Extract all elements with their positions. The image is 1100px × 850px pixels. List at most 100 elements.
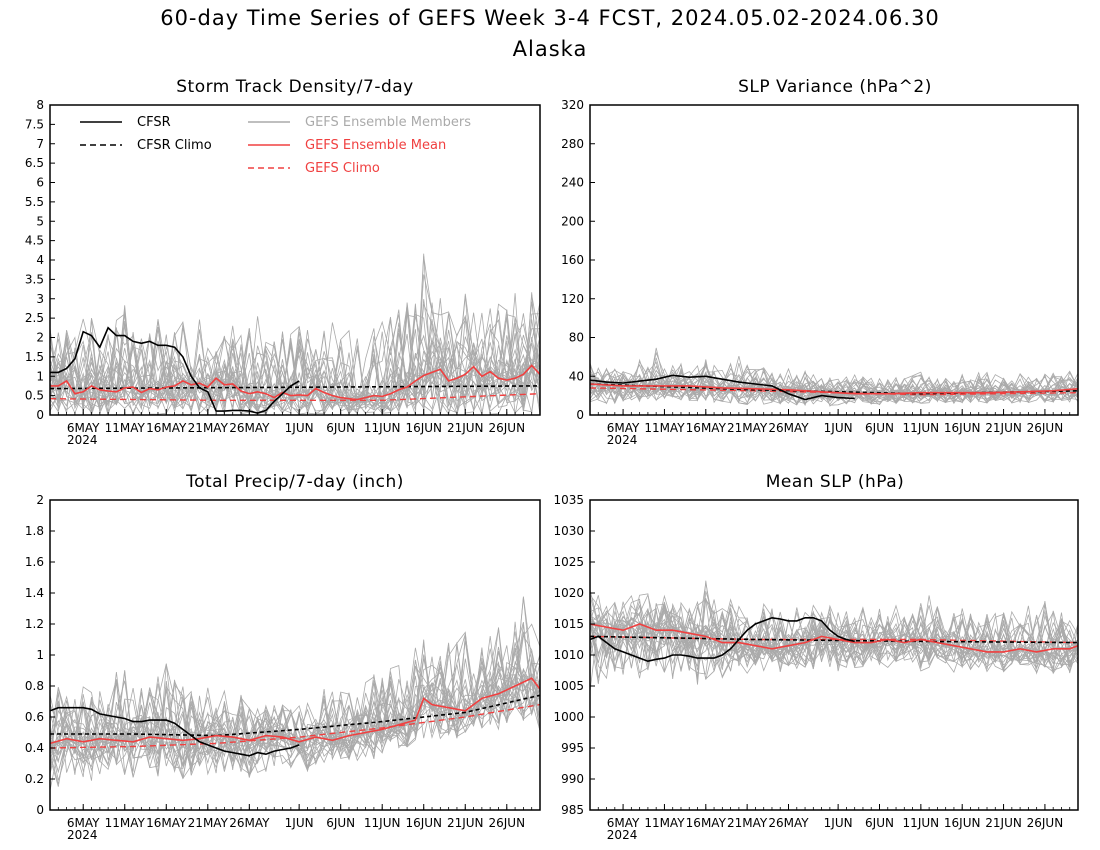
- x-tick-label: 6MAY: [607, 816, 640, 830]
- y-tick-label: 6: [36, 176, 44, 190]
- x-tick-label: 26MAY: [768, 816, 809, 830]
- y-tick-label: 320: [561, 98, 584, 112]
- legend: CFSR CFSR Climo GEFS Ensemble Members GEFS …: [80, 115, 471, 176]
- y-tick-label: 0: [576, 408, 584, 422]
- y-tick-label: 1020: [553, 586, 584, 600]
- x-tick-label: 21JUN: [447, 816, 484, 830]
- y-tick-label: 1: [36, 369, 44, 383]
- y-tick-label: 0: [36, 803, 44, 817]
- plot-area: [50, 596, 540, 791]
- x-tick-label: 1JUN: [285, 816, 314, 830]
- x-tick-label: 21MAY: [727, 816, 768, 830]
- y-tick-label: 0.8: [25, 679, 44, 693]
- panel-3: Total Precip/7-day (inch)00.20.40.60.811…: [25, 472, 541, 842]
- cfsr-line: [590, 374, 855, 401]
- x-tick-label: 1JUN: [824, 816, 853, 830]
- panel-4: Mean SLP (hPa) 985 990 995 1000 1005 1010 1015 1…: [553, 472, 1079, 842]
- gefs-climo-line: [590, 635, 1078, 644]
- ensemble-member-line: [50, 647, 540, 780]
- ensemble-member-line: [590, 595, 1078, 673]
- y-tick-label: 5: [36, 214, 44, 228]
- ensemble-member-line: [590, 347, 1078, 404]
- y-tick-label: 200: [561, 214, 584, 228]
- ensemble-member-line: [50, 293, 540, 415]
- y-tick-label: 1.4: [25, 586, 44, 600]
- y-tick-label: 7.5: [25, 117, 44, 131]
- gefs-climo-line: [50, 703, 540, 749]
- y-tick-label: 40: [569, 369, 584, 383]
- plot-area: [590, 347, 1078, 407]
- x-tick-label: 21JUN: [985, 421, 1022, 435]
- ensemble-member-line: [50, 659, 540, 770]
- x-tick-label: 11JUN: [903, 816, 940, 830]
- y-tick-label: 1015: [553, 617, 584, 631]
- panel-2: SLP Variance (hPa^2) 0 40 80 120 160 200 240 280…: [561, 77, 1079, 447]
- page-title: 60-day Time Series of GEFS Week 3-4 FCST…: [160, 6, 940, 30]
- ensemble-member-line: [50, 642, 540, 785]
- y-tick-label: 8: [36, 98, 44, 112]
- x-year-label: 2024: [67, 433, 98, 447]
- ensemble-member-line: [50, 655, 540, 787]
- y-tick-label: 2: [36, 493, 44, 507]
- y-tick-label: 2: [36, 331, 44, 345]
- ensemble-mean-line: [50, 364, 540, 401]
- x-tick-label: 16JUN: [405, 816, 442, 830]
- panel-1: Storm Track Density/7-day 0 0.5 1 1.5 2 2.5 3 3.…: [25, 77, 541, 447]
- y-tick-label: 240: [561, 176, 584, 190]
- y-tick-label: 985: [561, 803, 584, 817]
- y-tick-label: 280: [561, 137, 584, 151]
- x-year-label: 2024: [607, 433, 638, 447]
- x-year-label: 2024: [67, 828, 98, 842]
- x-tick-label: 6JUN: [865, 816, 894, 830]
- y-tick-label: 1035: [553, 493, 584, 507]
- x-year-label: 2024: [607, 828, 638, 842]
- x-tick-label: 11JUN: [903, 421, 940, 435]
- cfsr-climo-line: [50, 694, 540, 737]
- cfsr-climo-line: [50, 385, 540, 390]
- x-tick-label: 16JUN: [405, 421, 442, 435]
- y-tick-label: 0: [36, 408, 44, 422]
- x-tick-label: 16MAY: [686, 816, 727, 830]
- y-tick-label: 4: [36, 253, 44, 267]
- x-tick-label: 16JUN: [944, 816, 981, 830]
- ensemble-member-line: [50, 628, 540, 765]
- y-tick-label: 1010: [553, 648, 584, 662]
- x-tick-label: 21MAY: [188, 421, 229, 435]
- x-tick-label: 16MAY: [146, 816, 187, 830]
- cfsr-line: [50, 706, 300, 757]
- y-tick-label: 0.2: [25, 772, 44, 786]
- y-tick-label: 1.8: [25, 524, 44, 538]
- y-tick-label: 990: [561, 772, 584, 786]
- y-tick-label: 120: [561, 292, 584, 306]
- ensemble-member-line: [50, 645, 540, 773]
- plot-area: [590, 580, 1078, 692]
- ensemble-mean-line: [50, 677, 540, 745]
- x-tick-label: 26JUN: [488, 421, 525, 435]
- y-tick-label: 1025: [553, 555, 584, 569]
- ensemble-member-line: [50, 256, 540, 415]
- y-tick-label: 0.6: [25, 710, 44, 724]
- x-tick-label: 21JUN: [985, 816, 1022, 830]
- gefs-climo-line: [590, 387, 1078, 396]
- legend-gefs-climo-label: GEFS Climo: [305, 161, 380, 176]
- x-tick-label: 16MAY: [146, 421, 187, 435]
- ensemble-member-line: [50, 303, 540, 412]
- plot-frame: [589, 104, 1079, 416]
- x-tick-label: 26JUN: [488, 816, 525, 830]
- panel-title: Total Precip/7-day (inch): [185, 472, 404, 492]
- ensemble-mean-line: [590, 383, 1078, 395]
- y-tick-label: 0.4: [25, 741, 44, 755]
- ensemble-member-line: [590, 600, 1078, 673]
- cfsr-line: [590, 616, 855, 663]
- y-tick-label: 160: [561, 253, 584, 267]
- x-tick-label: 16JUN: [944, 421, 981, 435]
- x-tick-label: 6JUN: [865, 421, 894, 435]
- y-tick-label: 7: [36, 137, 44, 151]
- x-tick-label: 26JUN: [1027, 421, 1064, 435]
- x-tick-label: 26JUN: [1027, 816, 1064, 830]
- x-tick-label: 21JUN: [447, 421, 484, 435]
- x-tick-label: 16MAY: [686, 421, 727, 435]
- ensemble-member-line: [50, 307, 540, 415]
- ensemble-member-line: [50, 312, 540, 414]
- y-tick-label: 0.5: [25, 389, 44, 403]
